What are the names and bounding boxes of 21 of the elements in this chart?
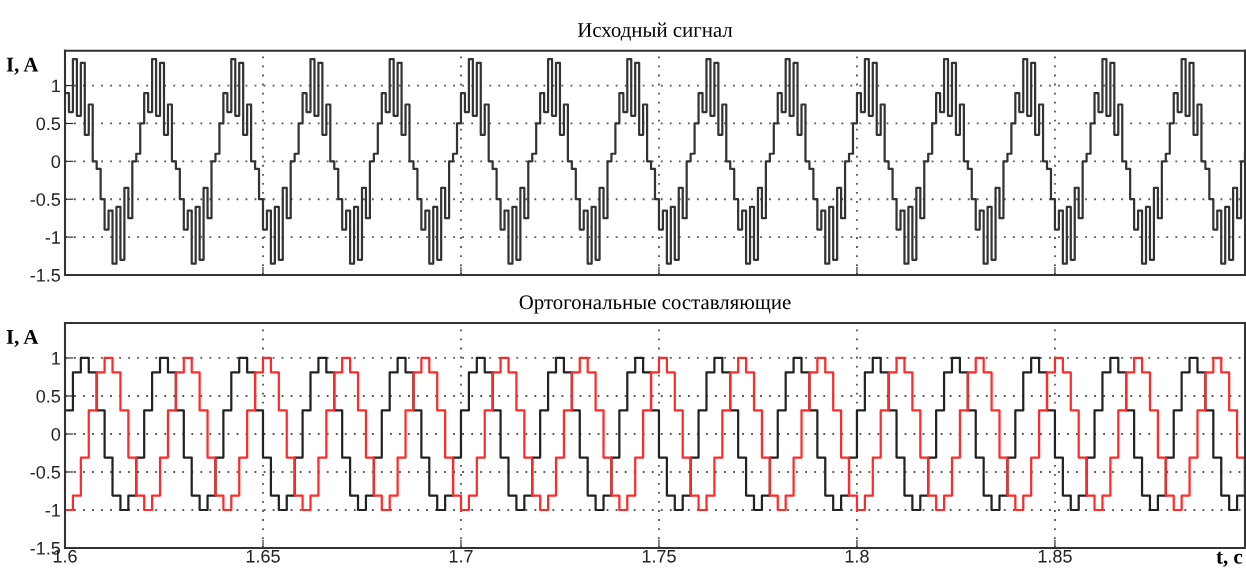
x-axis-title: t, c (1216, 551, 1243, 567)
y-tick-label: 0.5 (36, 117, 61, 131)
x-tick-label: 1.85 (1038, 549, 1072, 563)
x-tick-label: 1.7 (449, 550, 473, 563)
y-tick-label: -1 (45, 504, 60, 517)
x-tick-label: 1.75 (642, 550, 676, 563)
y-tick-label: 0.5 (36, 389, 61, 403)
y-tick-label: 1 (52, 79, 60, 93)
x-tick-label: 1.65 (246, 549, 280, 563)
y-tick-label: 1 (52, 352, 60, 365)
y-axis-title: I, A (6, 330, 39, 347)
y-tick-label: 0 (51, 155, 61, 169)
chart-title: Ортогональные составляющие (519, 295, 791, 314)
x-tick-label: 1.8 (845, 549, 869, 563)
y-tick-label: -1.5 (30, 269, 61, 282)
y-tick-label: 0 (51, 427, 61, 441)
y-tick-label: -0.5 (30, 465, 61, 479)
y-tick-label: -1 (45, 231, 60, 244)
y-axis-title: I, A (6, 57, 39, 75)
y-tick-label: -0.5 (30, 193, 61, 206)
chart-title: Исходный сигнал (577, 22, 733, 41)
